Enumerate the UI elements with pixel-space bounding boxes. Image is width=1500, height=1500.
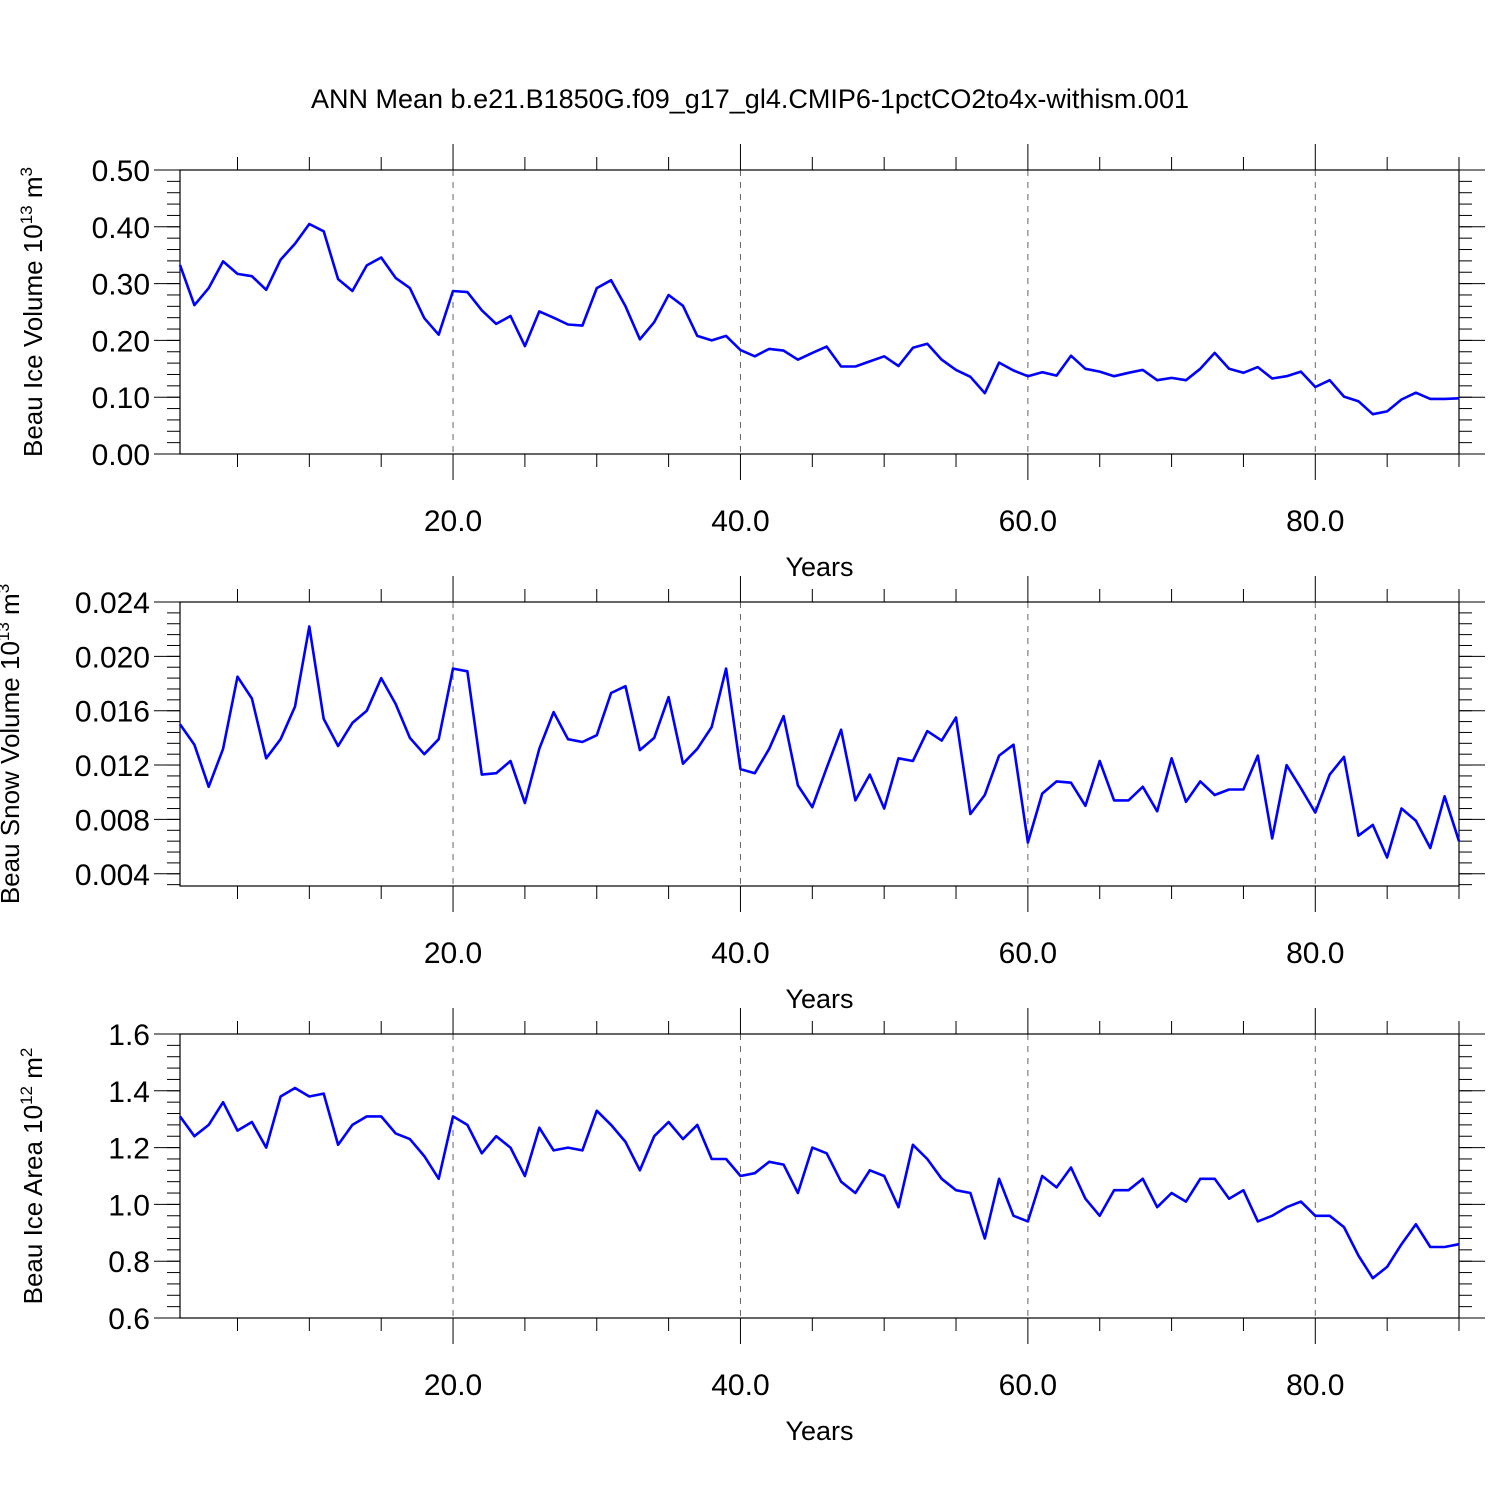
x-tick-label: 40.0 [711, 937, 769, 970]
x-tick-label: 20.0 [424, 1369, 482, 1402]
y-tick-label: 0.10 [92, 382, 150, 415]
figure-title: ANN Mean b.e21.B1850G.f09_g17_gl4.CMIP6-… [311, 84, 1189, 114]
chart-panel-3: 20.0 40.0 60.0 80.0 0.6 0.8 1.0 1.2 1.4 1.6 Years B… [17, 1008, 1485, 1446]
y-tick-label: 0.50 [92, 155, 150, 188]
series-line [178, 625, 1461, 859]
y-tick-label: 0.024 [75, 587, 150, 620]
y-tick-label: 0.012 [75, 750, 150, 783]
y-axis-label: Beau Ice Area 1012 m2 [17, 1048, 48, 1305]
x-axis-label: Years [785, 1416, 853, 1446]
y-tick-label: 1.6 [108, 1019, 150, 1052]
y-tick-label: 0.8 [108, 1246, 150, 1279]
y-tick-label: 1.2 [108, 1133, 150, 1166]
y-tick-label: 1.4 [108, 1076, 150, 1109]
y-tick-label: 0.20 [92, 325, 150, 358]
x-tick-label: 60.0 [999, 505, 1057, 538]
y-axis-label: Beau Ice Volume 1013 m3 [17, 167, 48, 457]
x-tick-label: 20.0 [424, 505, 482, 538]
x-axis-label: Years [785, 552, 853, 582]
x-tick-label: 80.0 [1286, 1369, 1344, 1402]
y-tick-label: 0.016 [75, 696, 150, 729]
y-tick-label: 0.00 [92, 439, 150, 472]
x-tick-label: 80.0 [1286, 937, 1344, 970]
x-tick-label: 40.0 [711, 1369, 769, 1402]
series-line [178, 1086, 1460, 1280]
chart-panel-2: 20.0 40.0 60.0 80.0 0.004 0.008 0.012 0.016 0.02… [0, 576, 1485, 1014]
x-tick-label: 40.0 [711, 505, 769, 538]
y-tick-label: 0.30 [92, 269, 150, 302]
x-tick-label: 20.0 [424, 937, 482, 970]
x-tick-label: 80.0 [1286, 505, 1344, 538]
plot-frame [179, 169, 1460, 455]
x-tick-label: 60.0 [999, 937, 1057, 970]
y-tick-label: 0.40 [92, 212, 150, 245]
series-line [178, 222, 1460, 416]
y-tick-label: 0.6 [108, 1303, 150, 1336]
y-axis-label: Beau Snow Volume 1013 m3 [0, 584, 25, 904]
x-tick-label: 60.0 [999, 1369, 1057, 1402]
chart-panel-1: 20.0 40.0 60.0 80.0 0.00 0.10 0.20 0.30 0.40 0.50… [17, 144, 1485, 582]
y-tick-label: 1.0 [108, 1189, 150, 1222]
y-tick-label: 0.020 [75, 641, 150, 674]
plot-frame [179, 1033, 1460, 1319]
x-axis-label: Years [785, 984, 853, 1014]
plot-frame [179, 601, 1460, 887]
y-tick-label: 0.004 [75, 859, 150, 892]
y-tick-label: 0.008 [75, 804, 150, 837]
